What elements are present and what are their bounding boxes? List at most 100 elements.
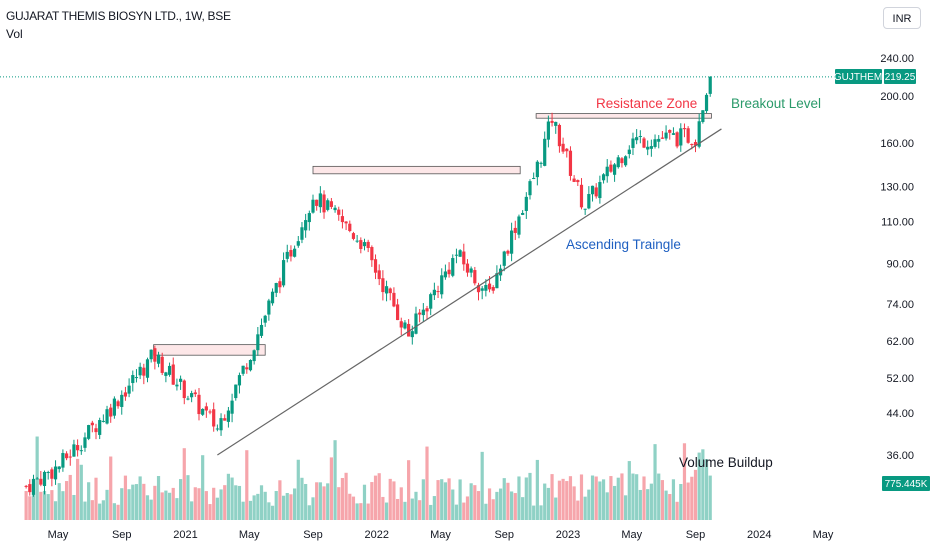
candle-body	[219, 418, 223, 431]
candle-body	[329, 201, 333, 207]
volume-bar	[377, 473, 381, 520]
volume-bar	[421, 479, 425, 520]
volume-bar	[182, 448, 186, 520]
volume-tag: 775.445K	[882, 476, 930, 491]
volume-bar	[355, 503, 359, 520]
volume-bar	[373, 475, 378, 520]
volume-bar	[281, 495, 286, 520]
volume-bar	[24, 491, 28, 520]
volume-bar	[395, 498, 400, 520]
volume-bar	[429, 504, 433, 520]
currency-button[interactable]: INR	[883, 7, 921, 29]
candle-body	[704, 94, 709, 112]
candle-body	[473, 270, 477, 284]
candle-body	[337, 209, 341, 215]
volume-bar	[318, 482, 322, 520]
time-tick-label: 2024	[747, 529, 771, 541]
volume-bar	[649, 483, 653, 520]
volume-bar	[476, 491, 481, 520]
candle-body	[145, 359, 150, 378]
candle-body	[259, 324, 264, 336]
volume-bar	[149, 499, 153, 520]
volume-bar	[447, 478, 451, 520]
time-tick-label: May	[621, 529, 642, 541]
volume-bar	[469, 483, 473, 520]
volume-bar	[79, 464, 83, 520]
candle-body	[686, 128, 690, 143]
candle-body	[348, 223, 352, 232]
volume-bar	[635, 474, 639, 520]
volume-bar	[274, 491, 278, 520]
candle-body	[576, 180, 580, 183]
volume-tag-text: 775.445K	[885, 479, 928, 490]
volume-bar	[61, 491, 65, 520]
volume-bar	[87, 482, 91, 520]
price-axis[interactable]: 240.00 200.00 160.00 130.00 110.00 90.00 74.00…	[880, 53, 914, 462]
time-axis[interactable]: May Sep 2021 May Sep 2022 May Sep 2023 May Sep 2024…	[48, 529, 834, 541]
candle-body	[322, 194, 326, 213]
candle-body	[594, 187, 598, 197]
volume-bar	[642, 476, 646, 520]
candle-body	[399, 321, 403, 328]
candle-body	[370, 247, 374, 261]
candle-body	[28, 484, 32, 493]
candle-body	[171, 364, 175, 385]
candle-body	[587, 194, 591, 209]
resistance-zone-box	[312, 165, 521, 175]
candle-body	[513, 227, 517, 233]
volume-bar	[134, 484, 139, 520]
candle-body	[627, 149, 631, 155]
candle-body	[572, 178, 576, 182]
candle-body	[230, 400, 234, 414]
candle-body	[208, 411, 212, 413]
candle-body	[83, 437, 87, 448]
volume-bar	[513, 493, 517, 520]
candle-body	[112, 398, 116, 416]
candle-body	[101, 420, 105, 422]
volume-bar	[528, 472, 532, 520]
volume-bar	[178, 479, 183, 520]
candle-body	[414, 313, 418, 334]
candle-body	[436, 291, 440, 293]
ascending-triangle-label: Ascending Traingle	[566, 237, 681, 252]
volume-bar	[638, 489, 642, 520]
volume-bar	[31, 483, 36, 520]
volume-bar	[105, 489, 109, 520]
volume-bar	[293, 488, 297, 520]
candle-body	[506, 250, 510, 254]
volume-bar	[193, 487, 197, 520]
volume-bar	[565, 481, 569, 520]
candle-body	[649, 146, 653, 149]
volume-bar	[98, 503, 102, 520]
candle-body	[635, 137, 639, 141]
volume-bar	[491, 499, 495, 520]
candle-body	[407, 323, 411, 337]
candle-body	[109, 407, 113, 417]
volume-bar	[145, 495, 150, 520]
volume-indicator-label[interactable]: Vol	[6, 27, 23, 41]
volume-bar	[123, 475, 128, 520]
volume-bar	[660, 480, 664, 520]
candle-body	[186, 398, 190, 400]
candle-body	[418, 312, 422, 315]
volume-bar	[583, 496, 587, 520]
volume-bar	[237, 485, 242, 520]
breakout-level-label: Breakout Level	[731, 96, 821, 111]
volume-bar	[532, 505, 536, 520]
volume-bar	[440, 479, 444, 520]
candle-body	[440, 275, 444, 295]
candle-body	[127, 385, 131, 394]
volume-bar	[186, 475, 190, 520]
candle-body	[373, 259, 378, 273]
volume-bar	[410, 498, 414, 520]
price-tick-label: 36.00	[886, 450, 914, 462]
volume-bar	[543, 483, 547, 520]
volume-bar	[451, 489, 455, 520]
candle-body	[212, 409, 216, 427]
volume-bar	[605, 492, 609, 520]
candle-body	[293, 248, 297, 257]
candle-body	[344, 221, 348, 224]
candle-body	[432, 289, 436, 296]
volume-bar	[594, 476, 598, 520]
